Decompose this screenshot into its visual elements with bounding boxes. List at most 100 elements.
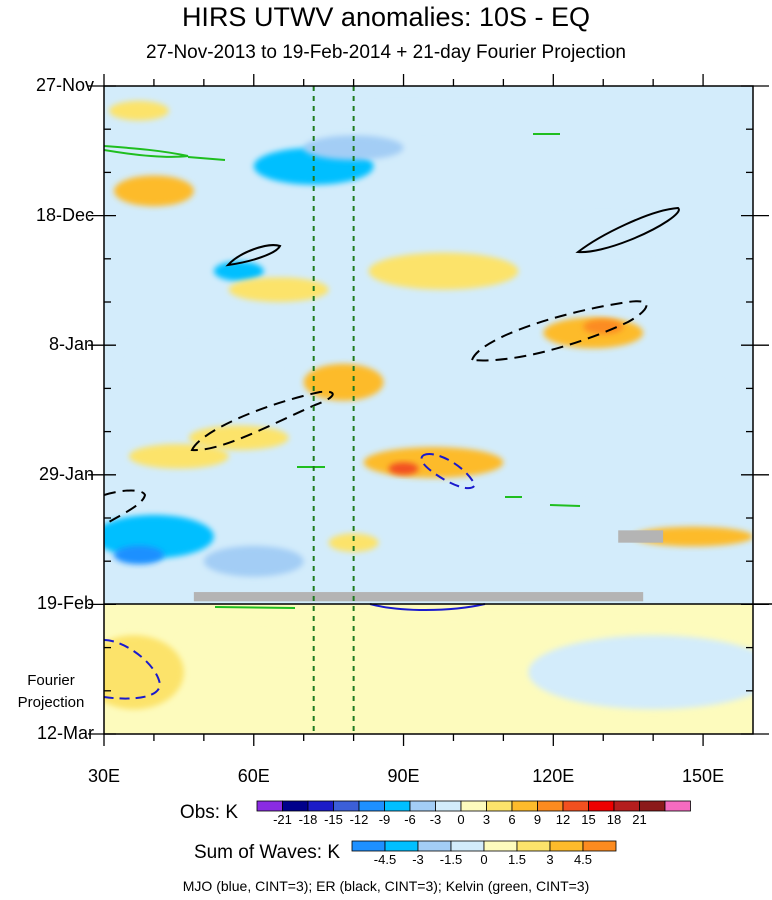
colorbar-swatch bbox=[307, 800, 334, 812]
anomaly-blob bbox=[128, 345, 279, 383]
colorbar-swatch bbox=[460, 800, 487, 812]
x-tick-label: 30E bbox=[87, 766, 121, 786]
anomaly-blob bbox=[303, 363, 384, 401]
colorbar-tick-label: -15 bbox=[324, 812, 343, 827]
kelvin-contour bbox=[549, 504, 581, 507]
colorbar-tick-label: -4.5 bbox=[373, 852, 397, 867]
er-contour bbox=[190, 390, 334, 452]
mjo-contour bbox=[369, 603, 486, 611]
legend-footer: MJO (blue, CINT=3); ER (black, CINT=3); … bbox=[182, 878, 590, 894]
kelvin-contour bbox=[214, 606, 296, 609]
colorbar-tick-label: -1.5 bbox=[439, 852, 463, 867]
x-tick-label: 90E bbox=[387, 766, 420, 786]
anomaly-blob bbox=[368, 252, 519, 290]
x-tick-label: 120E bbox=[532, 766, 575, 786]
y-tick-label: 18-Dec bbox=[35, 204, 94, 225]
chart-title: HIRS UTWV anomalies: 10S - EQ bbox=[181, 2, 591, 32]
anomaly-blob bbox=[328, 533, 379, 552]
colorbar-swatch bbox=[450, 840, 485, 852]
obs-colorbar-title: Obs: K bbox=[179, 802, 238, 823]
anomaly-blob bbox=[388, 462, 419, 475]
colorbar-tick-label: 0 bbox=[457, 812, 465, 827]
y-tick-label: 8-Jan bbox=[48, 334, 94, 355]
anomaly-blob bbox=[113, 545, 164, 565]
axis-ticks bbox=[88, 74, 769, 746]
chart-subtitle: 27-Nov-2013 to 19-Feb-2014 + 21-day Four… bbox=[145, 42, 627, 63]
y-tick-label: 19-Feb bbox=[36, 593, 94, 614]
reference-lines bbox=[312, 86, 355, 734]
y-tick-label: 27-Nov bbox=[35, 75, 94, 95]
anomaly-blob bbox=[583, 319, 624, 335]
colorbar-swatch bbox=[256, 800, 283, 812]
x-tick-label: 150E bbox=[682, 766, 725, 786]
colorbar-tick-label: 12 bbox=[555, 812, 571, 827]
er-contour bbox=[104, 489, 147, 526]
waves-colorbar-title: Sum of Waves: K bbox=[193, 842, 340, 863]
anomaly-blob bbox=[228, 277, 329, 302]
colorbar-swatch bbox=[333, 800, 360, 812]
colorbar-swatch bbox=[384, 840, 419, 852]
er-contour bbox=[225, 244, 282, 267]
anomaly-blob bbox=[203, 545, 304, 577]
colorbar-tick-label: 1.5 bbox=[507, 852, 527, 867]
er-contour bbox=[575, 206, 680, 254]
colorbar-tick-label: 21 bbox=[632, 812, 647, 827]
anomaly-blob bbox=[113, 175, 194, 207]
obs-colorbar bbox=[256, 800, 691, 812]
anomaly-blob bbox=[108, 100, 169, 121]
colorbar-swatch bbox=[562, 800, 589, 812]
colorbar-tick-label: 3 bbox=[546, 852, 554, 867]
colorbar-swatch bbox=[511, 800, 538, 812]
colorbar-swatch bbox=[282, 800, 309, 812]
colorbar-swatch bbox=[351, 840, 386, 852]
colorbar-tick-label: -3 bbox=[412, 852, 424, 867]
anomaly-blob bbox=[104, 635, 184, 710]
missing-data-bar bbox=[193, 592, 644, 602]
colorbar-tick-label: 15 bbox=[581, 812, 596, 827]
fourier-label-line1: Fourier bbox=[27, 672, 75, 689]
colorbar-swatch bbox=[358, 800, 385, 812]
colorbar-tick-label: 18 bbox=[606, 812, 622, 827]
kelvin-contour bbox=[104, 145, 189, 158]
colorbar-swatch bbox=[549, 840, 584, 852]
colorbar-swatch bbox=[588, 800, 615, 812]
colorbar-tick-label: -21 bbox=[273, 812, 292, 827]
colorbar-swatch bbox=[435, 800, 462, 812]
wave-contours bbox=[104, 133, 680, 700]
colorbar-swatch bbox=[486, 800, 513, 812]
y-tick-label: 29-Jan bbox=[38, 463, 94, 484]
waves-colorbar bbox=[351, 840, 617, 852]
anomaly-blob bbox=[528, 635, 753, 710]
colorbar-tick-label: 3 bbox=[482, 812, 491, 827]
colorbar-swatch bbox=[582, 840, 617, 852]
colorbar-tick-label: -18 bbox=[298, 812, 318, 827]
colorbar-swatch bbox=[613, 800, 640, 812]
colorbar-tick-label: 0 bbox=[480, 852, 488, 867]
missing-data-bar bbox=[618, 530, 664, 543]
mjo-contour bbox=[104, 639, 162, 700]
colorbar-swatch bbox=[417, 840, 452, 852]
anomaly-blob bbox=[128, 443, 229, 469]
anomaly-blob bbox=[313, 104, 494, 130]
plot-frame bbox=[103, 85, 754, 735]
colorbar-tick-label: -12 bbox=[349, 812, 369, 827]
obs-background bbox=[104, 86, 753, 604]
anomaly-blob bbox=[363, 447, 504, 478]
colorbar-swatch bbox=[409, 800, 436, 812]
colorbar-tick-label: -3 bbox=[429, 812, 442, 827]
colorbar-tick-label: 9 bbox=[533, 812, 542, 827]
colorbar-swatch bbox=[639, 800, 666, 812]
anomaly-blob bbox=[578, 369, 729, 420]
colorbar-swatch bbox=[384, 800, 411, 812]
fourier-label-line2: Projection bbox=[17, 694, 85, 711]
colorbar-swatch bbox=[537, 800, 564, 812]
colorbar-tick-label: -6 bbox=[404, 812, 416, 827]
kelvin-contour bbox=[187, 156, 226, 161]
x-tick-label: 60E bbox=[237, 766, 270, 786]
mjo-contour bbox=[420, 453, 477, 490]
y-tick-label: 12-Mar bbox=[36, 723, 94, 743]
colorbar-swatch bbox=[516, 840, 551, 852]
anomaly-blob bbox=[438, 499, 619, 537]
colorbar-tick-label: -9 bbox=[378, 812, 391, 827]
